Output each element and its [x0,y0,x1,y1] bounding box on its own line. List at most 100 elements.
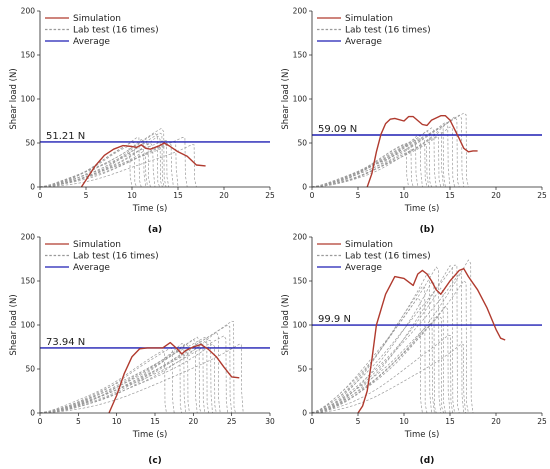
lab-test-line [312,281,468,413]
average-label: 59.09 N [318,124,357,135]
x-tick-label: 15 [445,417,455,426]
chart-panel-4: 99.9 N 0 5 10 15 20 25 0 50 100 150 200 Time (s) Shea… [281,233,547,467]
panel-label: (d) [420,456,435,466]
lab-test-line [40,145,196,187]
y-axis-title: Shear load (N) [281,294,291,355]
lab-test-line [312,127,455,187]
y-tick-label: 0 [30,183,35,192]
x-tick-label: 20 [219,191,229,200]
lab-test-line [312,344,466,413]
legend-entry: Lab test (16 times) [73,252,159,262]
x-tick-label: 20 [189,417,199,426]
average-label: 51.21 N [46,131,85,142]
x-tick-label: 25 [537,191,547,200]
legend-entry: Simulation [345,14,393,24]
x-axis-title: Time (s) [404,430,440,440]
legend-entry: Average [345,263,382,273]
lab-test-line [312,267,441,413]
y-tick-label: 0 [302,409,307,418]
chart-panel-3: 73.94 N 0 5 10 15 20 25 30 0 50 100 150 200 Time (s) S… [9,233,275,467]
y-tick-label: 150 [293,51,308,60]
legend-entry: Average [73,263,110,273]
y-tick-label: 50 [297,139,307,148]
y-tick-label: 150 [21,277,36,286]
chart-panel-1: 51.21 N 0 5 10 15 20 25 0 50 100 150 200 Time (s) She… [9,7,275,236]
x-tick-label: 15 [445,191,455,200]
x-tick-label: 0 [310,417,315,426]
x-tick-label: 25 [265,191,275,200]
lab-test-line [40,340,213,413]
y-tick-label: 50 [297,365,307,374]
lab-test-line [40,142,150,187]
lab-test-line [312,140,418,188]
y-tick-label: 100 [293,321,308,330]
y-tick-label: 200 [293,233,308,242]
average-label: 99.9 N [318,314,351,325]
legend-entry: Average [73,37,110,47]
y-tick-label: 150 [21,51,36,60]
y-tick-label: 100 [293,95,308,104]
lab-test-line [312,128,436,187]
x-tick-label: 10 [399,417,409,426]
x-tick-label: 0 [310,191,315,200]
lab-test-line [40,348,174,413]
x-tick-label: 25 [537,417,547,426]
x-tick-label: 0 [38,191,43,200]
x-tick-label: 10 [127,191,137,200]
lab-test-line [312,132,444,187]
x-tick-label: 5 [76,417,81,426]
x-tick-label: 10 [399,191,409,200]
y-tick-label: 0 [302,183,307,192]
y-tick-label: 200 [21,7,36,16]
legend-entry: Lab test (16 times) [345,26,431,36]
panel-label: (a) [148,225,162,235]
lab-test-line [312,135,422,187]
x-tick-label: 15 [150,417,160,426]
x-tick-label: 5 [356,417,361,426]
x-tick-label: 5 [356,191,361,200]
lab-test-line [312,144,409,187]
y-tick-label: 0 [30,409,35,418]
lab-test-line [40,339,197,413]
x-tick-label: 25 [227,417,237,426]
x-tick-label: 20 [491,417,501,426]
legend-entry: Lab test (16 times) [73,26,159,36]
simulation-line [367,116,477,187]
y-tick-label: 50 [25,365,35,374]
lab-test-line [312,286,427,413]
x-tick-label: 30 [265,417,275,426]
panel-label: (c) [148,456,162,466]
y-tick-label: 100 [21,95,36,104]
lab-test-line [40,351,167,413]
lab-test-line [312,324,434,414]
lab-test-line [40,138,141,187]
legend-entry: Simulation [73,14,121,24]
y-tick-label: 200 [293,7,308,16]
legend-entry: Simulation [73,240,121,250]
x-tick-label: 15 [173,191,183,200]
x-tick-label: 5 [84,191,89,200]
x-tick-label: 0 [38,417,43,426]
lab-test-line [40,344,190,413]
x-tick-label: 20 [491,191,501,200]
y-axis-title: Shear load (N) [281,68,291,129]
x-axis-title: Time (s) [132,430,168,440]
x-tick-label: 10 [112,417,122,426]
legend-entry: Average [345,37,382,47]
y-tick-label: 200 [21,233,36,242]
panel-label: (b) [420,225,435,235]
y-tick-label: 150 [293,277,308,286]
x-axis-title: Time (s) [404,204,440,214]
y-tick-label: 50 [25,139,35,148]
lab-test-line [40,321,236,413]
average-label: 73.94 N [46,337,85,348]
x-axis-title: Time (s) [132,204,168,214]
chart-panel-2: 59.09 N 0 5 10 15 20 25 0 50 100 150 200 Time (s) She… [281,7,547,236]
y-axis-title: Shear load (N) [9,294,19,355]
lab-test-line [312,266,455,413]
y-axis-title: Shear load (N) [9,68,19,129]
legend-entry: Simulation [345,240,393,250]
simulation-line [358,269,505,413]
legend-entry: Lab test (16 times) [345,252,431,262]
